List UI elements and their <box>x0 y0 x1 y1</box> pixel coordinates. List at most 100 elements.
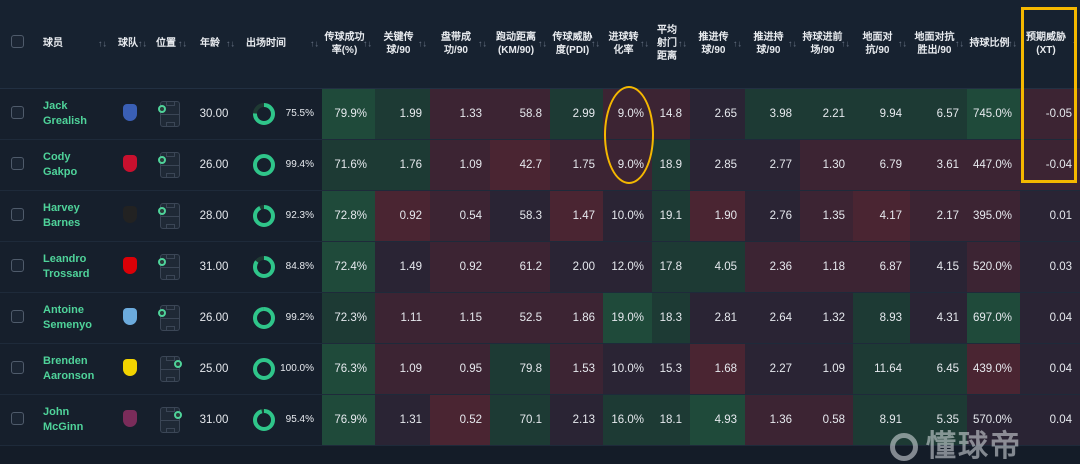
sort-icon[interactable]: ↑↓ <box>538 38 547 49</box>
row-checkbox[interactable] <box>11 156 24 170</box>
sort-icon[interactable]: ↑↓ <box>640 38 649 49</box>
stat-gdw: 6.45 <box>910 343 967 395</box>
stat-conv: 10.0% <box>603 190 652 242</box>
stat-gd: 6.87 <box>853 241 910 293</box>
column-header-poss[interactable]: 持球比例 ↑↓ <box>967 0 1020 89</box>
sort-icon[interactable]: ↑↓ <box>1008 38 1017 49</box>
ball-icon <box>890 433 918 461</box>
age-cell: 25.00 <box>190 343 238 395</box>
sort-icon[interactable]: ↑↓ <box>591 38 600 49</box>
stat-drib: 1.15 <box>430 292 490 344</box>
column-header-conv[interactable]: 进球转化率 ↑↓ <box>603 0 652 89</box>
sort-icon[interactable]: ↑↓ <box>418 38 427 49</box>
stat-pdi: 1.86 <box>550 292 603 344</box>
player-name[interactable]: Brenden Aaronson <box>35 343 110 395</box>
table-row[interactable]: Brenden Aaronson 25.00 100.0% 76.3% 1.09 0.95 7… <box>0 343 1080 395</box>
stat-pp: 4.05 <box>690 241 745 293</box>
sort-icon[interactable]: ↑↓ <box>363 38 372 49</box>
player-name[interactable]: Cody Gakpo <box>35 139 110 191</box>
sort-icon[interactable]: ↑↓ <box>478 38 487 49</box>
player-name[interactable]: John McGinn <box>35 394 110 446</box>
stat-pdi: 1.47 <box>550 190 603 242</box>
stat-dist: 58.3 <box>490 190 550 242</box>
row-checkbox[interactable] <box>11 309 24 323</box>
stat-drib: 0.52 <box>430 394 490 446</box>
stat-shotdist: 19.1 <box>652 190 690 242</box>
stat-pp: 2.85 <box>690 139 745 191</box>
column-header-position[interactable]: 位置 ↑↓ <box>150 0 190 89</box>
table-row[interactable]: John McGinn 31.00 95.4% 76.9% 1.31 0.52 70.1 2.1… <box>0 394 1080 446</box>
stat-pc: 2.64 <box>745 292 800 344</box>
stat-conv: 10.0% <box>603 343 652 395</box>
stat-drib: 1.09 <box>430 139 490 191</box>
sort-icon[interactable]: ↑↓ <box>178 38 187 49</box>
column-header-drib[interactable]: 盘带成功/90 ↑↓ <box>430 0 490 89</box>
column-header-gd[interactable]: 地面对抗/90 ↑↓ <box>853 0 910 89</box>
column-header-shotdist[interactable]: 平均射门距离 ↑↓ <box>652 0 690 89</box>
column-header-pc[interactable]: 推进持球/90 ↑↓ <box>745 0 800 89</box>
sort-icon[interactable]: ↑↓ <box>898 38 907 49</box>
pitch-position-icon <box>158 253 180 280</box>
sort-icon[interactable]: ↑↓ <box>733 38 742 49</box>
minutes-cell: 92.3% <box>238 190 322 242</box>
row-checkbox[interactable] <box>11 360 24 374</box>
sort-icon[interactable]: ↑↓ <box>98 38 107 49</box>
column-header-gdw[interactable]: 地面对抗胜出/90 ↑↓ <box>910 0 967 89</box>
stat-poss: 520.0% <box>967 241 1020 293</box>
stat-pc: 3.98 <box>745 88 800 140</box>
column-header-pp[interactable]: 推进传球/90 ↑↓ <box>690 0 745 89</box>
column-header-minutes[interactable]: 出场时间 ↑↓ <box>238 0 322 89</box>
stat-kp: 1.49 <box>375 241 430 293</box>
sort-ascending-icon[interactable]: ↑ <box>1072 38 1078 49</box>
column-header-dist[interactable]: 跑动距离(KM/90) ↑↓ <box>490 0 550 89</box>
column-header-cf[interactable]: 持球进前场/90 ↑↓ <box>800 0 853 89</box>
table-row[interactable]: Leandro Trossard 31.00 84.8% 72.4% 1.49 0.92 61… <box>0 241 1080 293</box>
column-header-pass[interactable]: 传球成功率(%) ↑↓ <box>322 0 375 89</box>
sort-icon[interactable]: ↑↓ <box>955 38 964 49</box>
sort-icon[interactable]: ↑↓ <box>841 38 850 49</box>
stat-gdw: 3.61 <box>910 139 967 191</box>
sort-icon[interactable]: ↑↓ <box>678 38 687 49</box>
column-header-xt[interactable]: 预期威胁(XT) ↑ <box>1020 0 1080 89</box>
player-name[interactable]: Antoine Semenyo <box>35 292 110 344</box>
player-name[interactable]: Leandro Trossard <box>35 241 110 293</box>
minutes-cell: 100.0% <box>238 343 322 395</box>
table-row[interactable]: Jack Grealish 30.00 75.5% 79.9% 1.99 1.33 58.8 2… <box>0 88 1080 140</box>
table-row[interactable]: Antoine Semenyo 26.00 99.2% 72.3% 1.11 1.15 52.… <box>0 292 1080 344</box>
select-all-checkbox[interactable] <box>11 35 24 49</box>
pitch-position-icon <box>158 151 180 178</box>
row-checkbox[interactable] <box>11 207 24 221</box>
row-checkbox[interactable] <box>11 105 24 119</box>
age-cell: 31.00 <box>190 394 238 446</box>
header-label: 进球转化率 <box>608 31 639 56</box>
pitch-position-icon <box>158 100 180 127</box>
stat-pass: 79.9% <box>322 88 375 140</box>
column-header-player[interactable]: 球员 ↑↓ <box>35 0 110 89</box>
column-header-age[interactable]: 年龄 ↑↓ <box>190 0 238 89</box>
stat-pdi: 1.53 <box>550 343 603 395</box>
stat-conv: 9.0% <box>603 139 652 191</box>
column-header-team[interactable]: 球队 ↑↓ <box>110 0 150 89</box>
stat-shotdist: 18.9 <box>652 139 690 191</box>
table-row[interactable]: Cody Gakpo 26.00 99.4% 71.6% 1.76 1.09 42.7 1.75… <box>0 139 1080 191</box>
column-header-kp[interactable]: 关键传球/90 ↑↓ <box>375 0 430 89</box>
stat-gdw: 2.17 <box>910 190 967 242</box>
player-name[interactable]: Harvey Barnes <box>35 190 110 242</box>
stat-xt: -0.05 <box>1020 88 1080 140</box>
column-header-pdi[interactable]: 传球威胁度(PDI) ↑↓ <box>550 0 603 89</box>
sort-icon[interactable]: ↑↓ <box>226 38 235 49</box>
row-checkbox[interactable] <box>11 258 24 272</box>
header-label: 持球进前场/90 <box>802 31 843 56</box>
position-cell <box>150 343 190 395</box>
table-row[interactable]: Harvey Barnes 28.00 92.3% 72.8% 0.92 0.54 58.3 1… <box>0 190 1080 242</box>
player-name[interactable]: Jack Grealish <box>35 88 110 140</box>
sort-icon[interactable]: ↑↓ <box>788 38 797 49</box>
sort-icon[interactable]: ↑↓ <box>310 38 319 49</box>
stat-xt: 0.04 <box>1020 292 1080 344</box>
sort-icon[interactable]: ↑↓ <box>138 38 147 49</box>
stat-pp: 1.68 <box>690 343 745 395</box>
header-label: 地面对抗/90 <box>862 31 893 56</box>
stat-kp: 1.11 <box>375 292 430 344</box>
stat-shotdist: 15.3 <box>652 343 690 395</box>
row-checkbox[interactable] <box>11 411 24 425</box>
